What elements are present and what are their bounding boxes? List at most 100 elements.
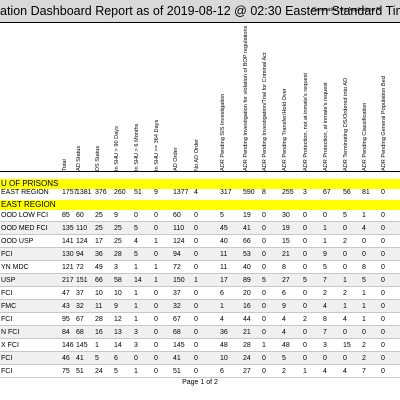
row-value: 3 — [134, 342, 138, 349]
row-value: 0 — [134, 355, 138, 362]
row-value: 67 — [76, 316, 84, 323]
row-value: 1 — [303, 368, 307, 375]
row-value: 0 — [194, 355, 198, 362]
row-value: 0 — [134, 212, 138, 219]
row-name: X FCI — [1, 342, 19, 349]
row-value: 124 — [173, 238, 185, 245]
row-name: OOD LOW FCI — [1, 212, 49, 219]
row-value: 124 — [76, 238, 88, 245]
table-row: YN MDC 121 72 49 3 1 1 72 0 11 40 0 8 0 5 0 8 0 — [0, 261, 400, 274]
column-header: DS Status — [94, 145, 101, 171]
column-header: AD Status — [75, 145, 82, 171]
row-value: 49 — [95, 264, 103, 271]
row-value: 2 — [282, 368, 286, 375]
row-value: 24 — [95, 368, 103, 375]
row-value: 1 — [134, 303, 138, 310]
row-value: 0 — [262, 368, 266, 375]
row-value: 21 — [282, 251, 290, 258]
row-value: 8 — [362, 264, 366, 271]
row-value: 7 — [323, 329, 327, 336]
table-row: FCI 130 94 36 28 5 0 94 0 11 53 0 21 0 9 0 0 0 — [0, 248, 400, 261]
row-value: 6 — [220, 290, 224, 297]
row-value: 0 — [154, 212, 158, 219]
row-value: 145 — [173, 342, 185, 349]
column-header: In SHU > 90 Days — [113, 126, 120, 171]
row-value: 1 — [95, 342, 99, 349]
row-value: 260 — [114, 189, 126, 196]
row-value: 37 — [76, 290, 84, 297]
row-value: 8 — [262, 189, 266, 196]
row-name: FCI — [1, 290, 13, 297]
column-header: AD Order — [172, 147, 179, 171]
row-value: 8 — [282, 264, 286, 271]
row-value: 25 — [114, 238, 122, 245]
region-band: EAST REGION — [0, 200, 400, 210]
row-value: 2 — [343, 290, 347, 297]
row-value: 1 — [343, 277, 347, 284]
header-top-rule — [0, 22, 400, 23]
row-value: 110 — [173, 225, 185, 232]
row-value: 11 — [95, 303, 103, 310]
row-value: 66 — [243, 238, 251, 245]
row-value: 9 — [154, 189, 158, 196]
bureau-band: U OF PRISONS — [0, 179, 400, 189]
column-header: In SHU > 6 Months — [133, 123, 140, 171]
row-value: 60 — [76, 212, 84, 219]
row-value: 0 — [194, 212, 198, 219]
row-value: 1 — [134, 264, 138, 271]
row-value: 2 — [323, 290, 327, 297]
row-value: 9 — [114, 303, 118, 310]
row-value: 1 — [323, 225, 327, 232]
row-value: 15 — [282, 238, 290, 245]
row-value: 1377 — [173, 189, 189, 196]
row-value: 25 — [114, 225, 122, 232]
row-value: 6 — [282, 290, 286, 297]
row-value: 7 — [362, 368, 366, 375]
row-value: 255 — [282, 189, 294, 196]
row-value: 14 — [134, 277, 142, 284]
row-value: 0 — [303, 342, 307, 349]
row-value: 13 — [114, 329, 122, 336]
row-value: 590 — [243, 189, 255, 196]
row-value: 10 — [220, 355, 228, 362]
row-value: 3 — [134, 329, 138, 336]
row-value: 48 — [282, 342, 290, 349]
row-value: 0 — [194, 329, 198, 336]
row-value: 37 — [173, 290, 181, 297]
row-value: 4 — [362, 225, 366, 232]
row-value: 36 — [220, 329, 228, 336]
row-value: 1 — [134, 316, 138, 323]
row-value: 0 — [381, 264, 385, 271]
row-value: 0 — [154, 355, 158, 362]
row-value: 8 — [323, 316, 327, 323]
row-value: 0 — [303, 290, 307, 297]
row-value: 0 — [154, 303, 158, 310]
row-value: 0 — [194, 238, 198, 245]
row-value: 11 — [220, 264, 228, 271]
row-value: 135 — [62, 225, 74, 232]
row-value: 25 — [95, 212, 103, 219]
row-value: 67 — [173, 316, 181, 323]
row-value: 0 — [194, 225, 198, 232]
row-value: 4 — [343, 368, 347, 375]
row-value: 60 — [173, 212, 181, 219]
row-name: OOD MED FCI — [1, 225, 48, 232]
row-value: 9 — [114, 212, 118, 219]
row-value: 4 — [323, 368, 327, 375]
row-value: 16 — [243, 303, 251, 310]
row-value: 30 — [282, 212, 290, 219]
row-value: 4 — [220, 316, 224, 323]
row-value: 21 — [243, 329, 251, 336]
header-bottom-rule — [0, 171, 400, 172]
row-value: 0 — [323, 355, 327, 362]
row-value: 94 — [173, 251, 181, 258]
column-header: ADR Terminating DS/Ordered into AD — [342, 77, 349, 171]
row-value: 0 — [262, 290, 266, 297]
row-value: 0 — [303, 264, 307, 271]
row-value: 0 — [343, 251, 347, 258]
report-title: ation Dashboard Report as of 2019-08-12 … — [0, 4, 400, 18]
row-value: 28 — [243, 342, 251, 349]
row-name: FMC — [1, 303, 17, 310]
row-value: 47 — [62, 290, 70, 297]
row-value: 217 — [62, 277, 74, 284]
